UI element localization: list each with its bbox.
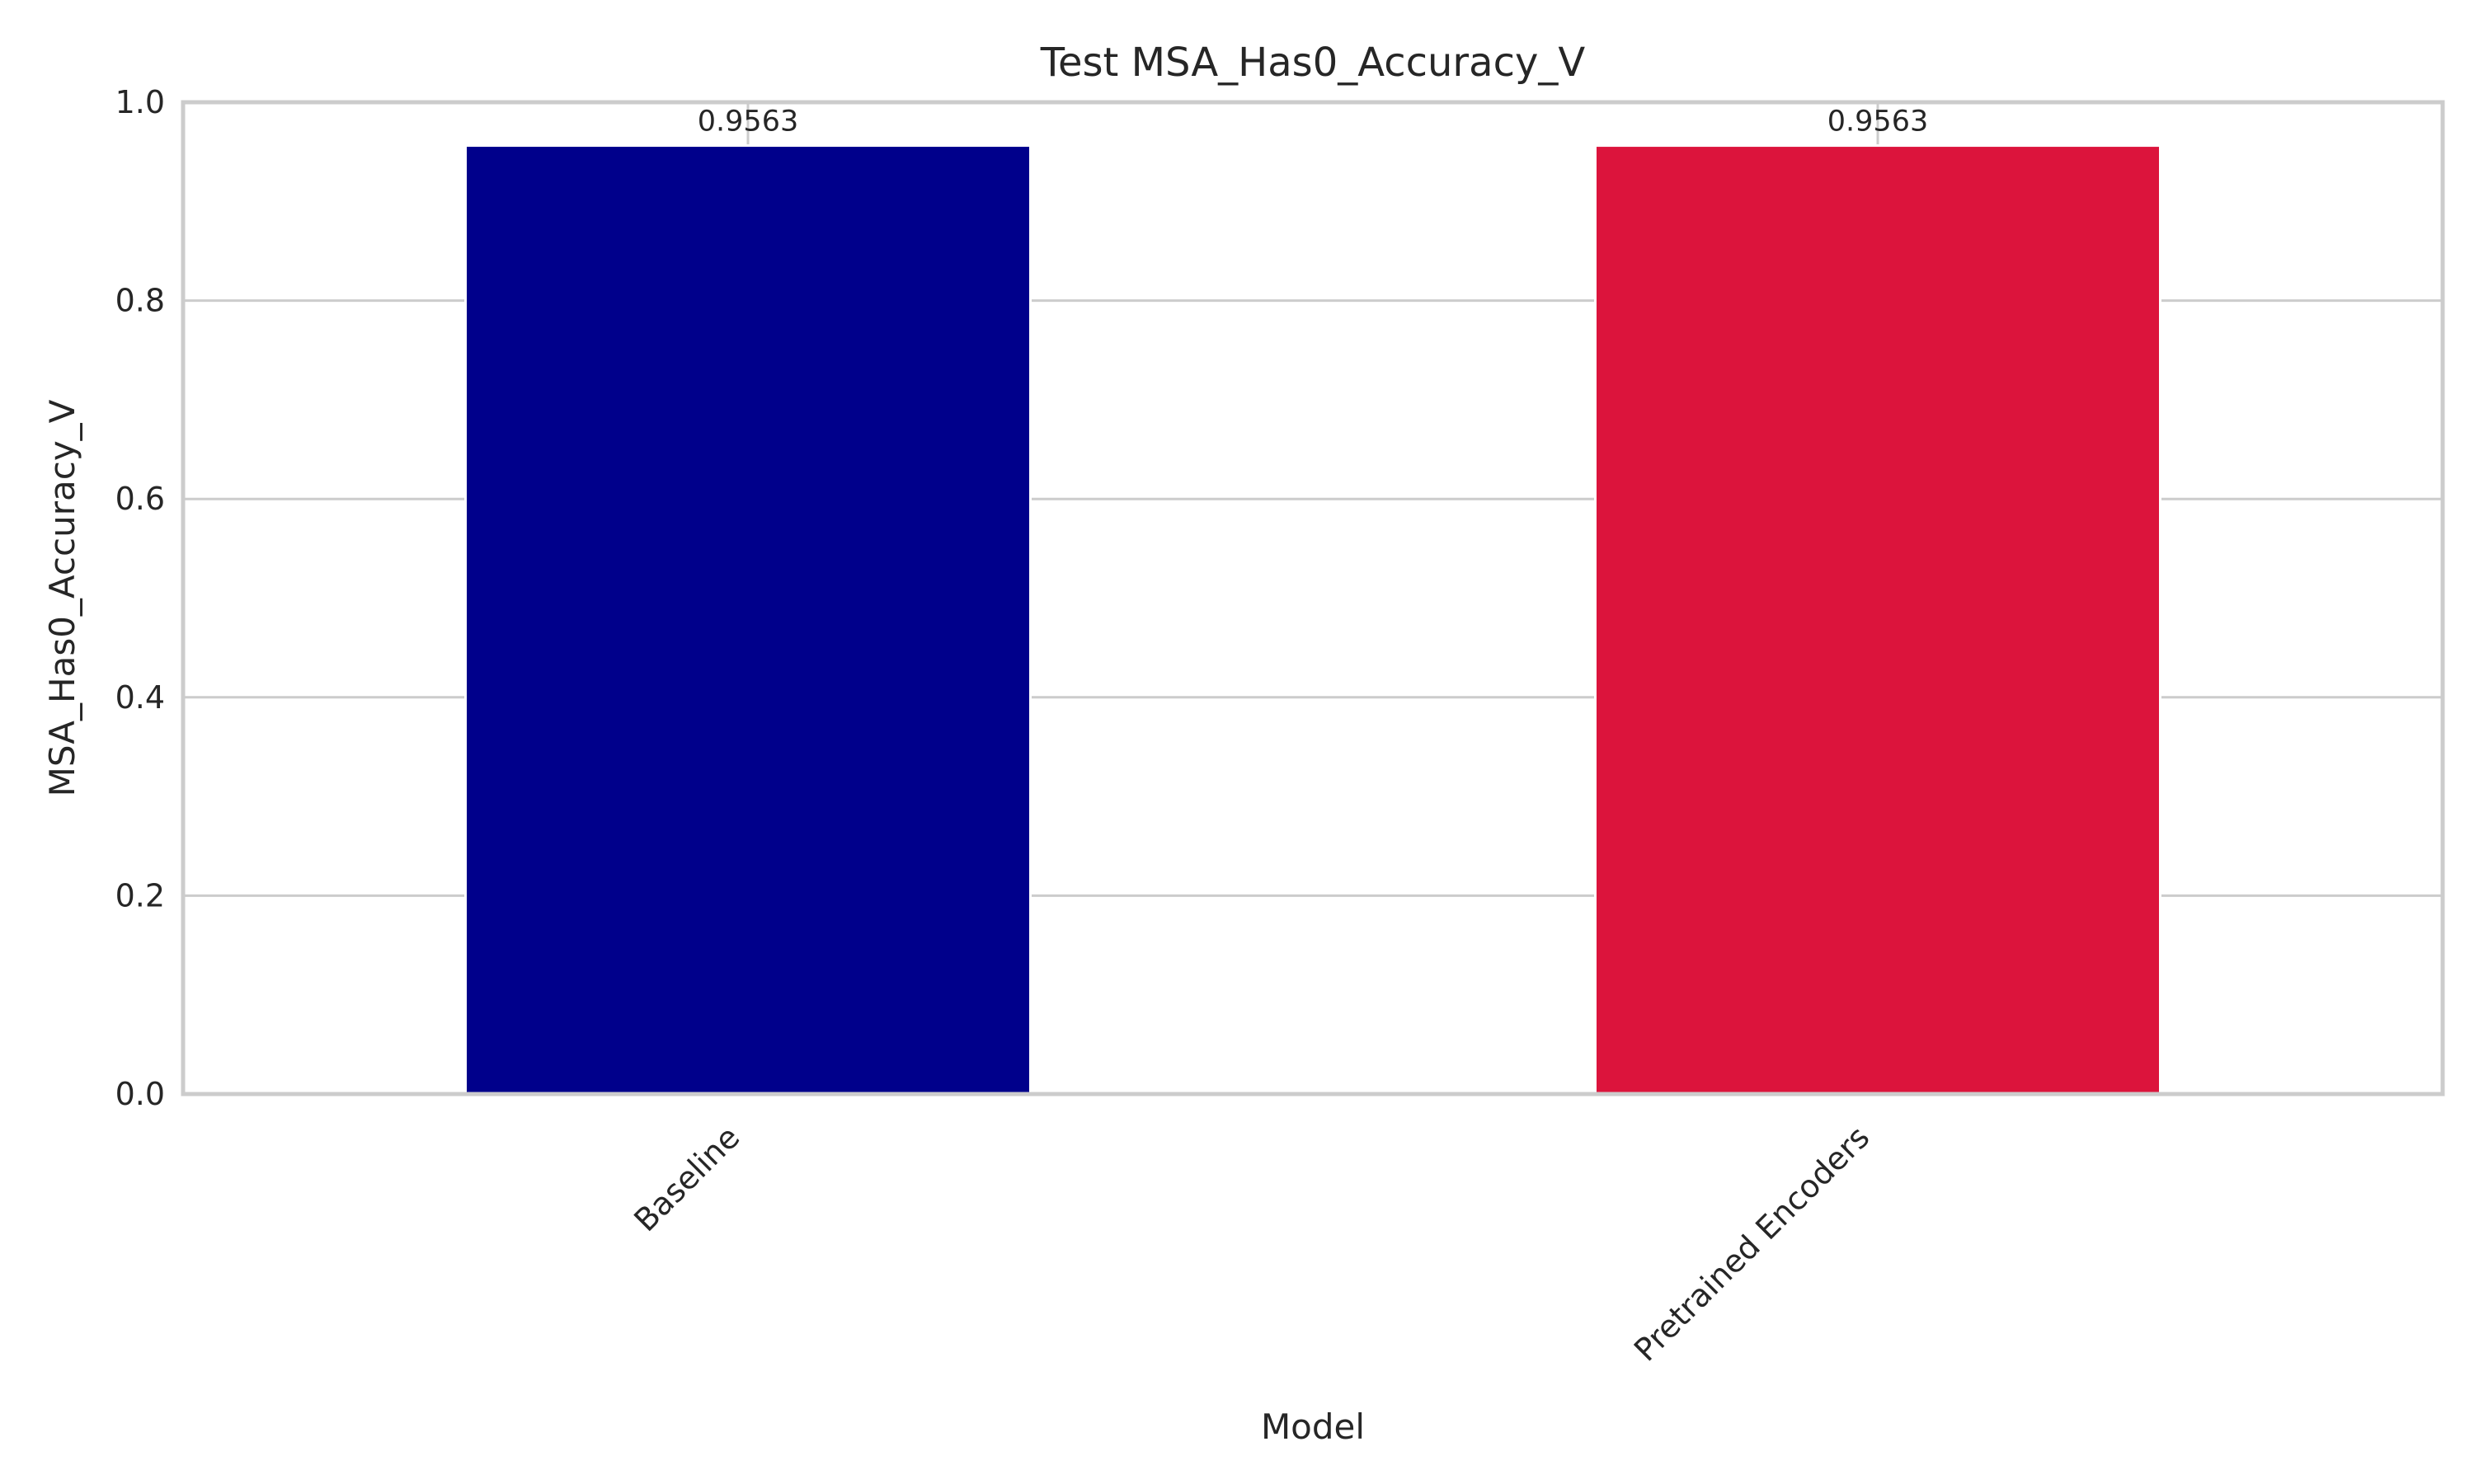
x-axis-label: Model bbox=[1261, 1407, 1365, 1447]
y-axis-label: MSA_Has0_Accuracy_V bbox=[42, 399, 82, 796]
data-labels: 0.9563 0.9563 bbox=[698, 106, 1928, 139]
y-tick-label: 1.0 bbox=[115, 84, 165, 120]
bar-value-label: 0.9563 bbox=[698, 106, 798, 139]
y-tick-label: 0.8 bbox=[115, 283, 165, 319]
bar-pretrained-encoders bbox=[1594, 144, 2161, 1096]
y-tick-label: 0.6 bbox=[115, 481, 165, 517]
chart-title: Test MSA_Has0_Accuracy_V bbox=[1040, 40, 1586, 86]
y-tick-label: 0.4 bbox=[115, 679, 165, 716]
y-axis-ticks: 0.0 0.2 0.4 0.6 0.8 1.0 bbox=[115, 84, 165, 1112]
bar-value-label: 0.9563 bbox=[1827, 106, 1928, 139]
plot-frame bbox=[181, 100, 2445, 1097]
y-tick-label: 0.2 bbox=[115, 877, 165, 913]
y-tick-label: 0.0 bbox=[115, 1076, 165, 1112]
bar-baseline bbox=[464, 144, 1032, 1096]
bars bbox=[464, 144, 2161, 1096]
